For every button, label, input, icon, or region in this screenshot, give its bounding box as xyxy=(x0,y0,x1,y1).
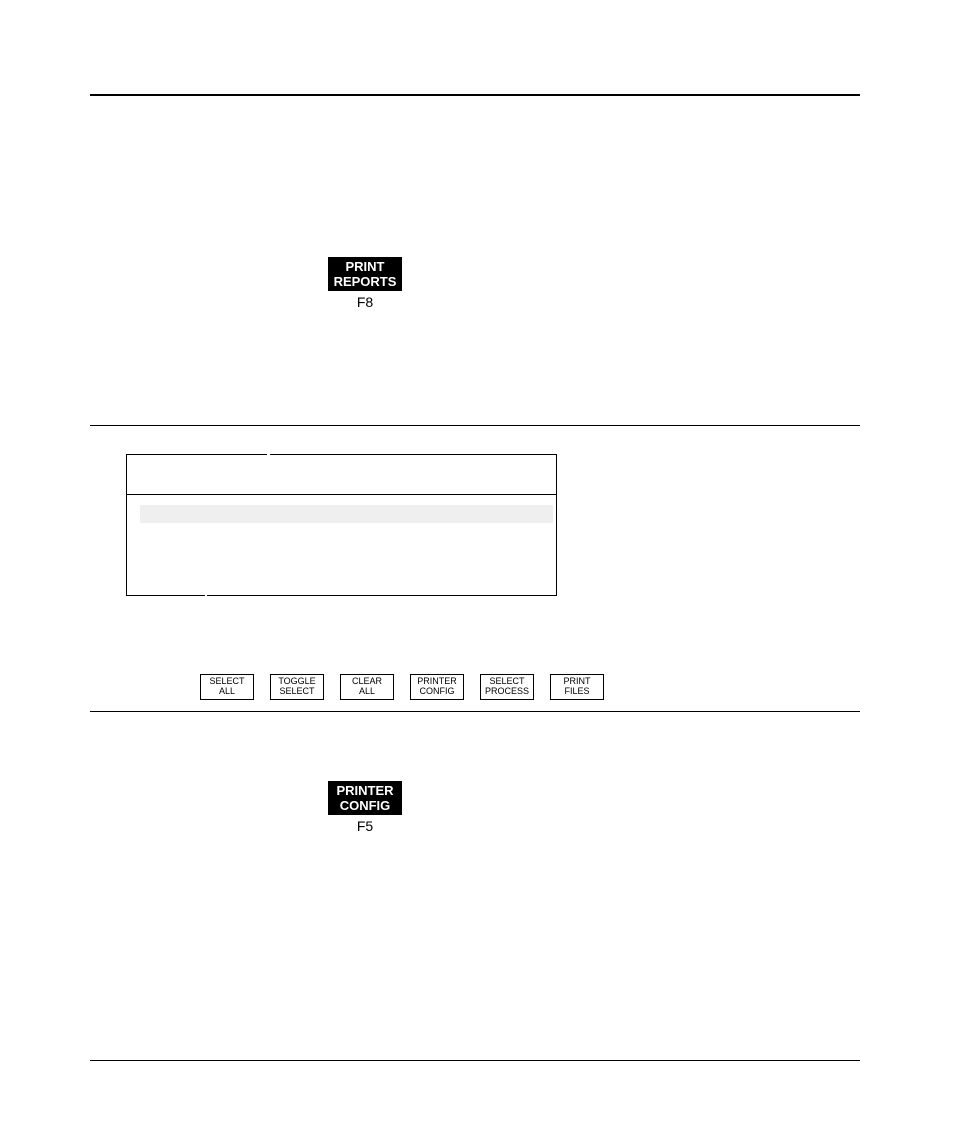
report-list-highlight[interactable] xyxy=(140,505,553,523)
fn-print-files[interactable]: PRINT FILES xyxy=(550,674,604,700)
fn-clear-all[interactable]: CLEAR ALL xyxy=(340,674,394,700)
fn-print-files-l2: FILES xyxy=(564,686,589,696)
printer-config-button[interactable]: PRINTER CONFIG xyxy=(328,781,402,815)
printer-config-line1: PRINTER xyxy=(336,783,393,798)
fn-select-all-l1: SELECT xyxy=(209,676,244,686)
print-reports-line2: REPORTS xyxy=(334,274,397,289)
fn-printer-config-l2: CONFIG xyxy=(420,686,455,696)
report-list-box xyxy=(126,454,557,596)
fn-toggle-select-l1: TOGGLE xyxy=(278,676,315,686)
fn-select-process-l1: SELECT xyxy=(489,676,524,686)
print-reports-fkey: F8 xyxy=(328,294,402,310)
printer-config-line2: CONFIG xyxy=(340,798,391,813)
fn-select-all[interactable]: SELECT ALL xyxy=(200,674,254,700)
fn-clear-all-l2: ALL xyxy=(359,686,375,696)
fn-printer-config-l1: PRINTER xyxy=(417,676,457,686)
fn-printer-config[interactable]: PRINTER CONFIG xyxy=(410,674,464,700)
print-reports-button[interactable]: PRINT REPORTS xyxy=(328,257,402,291)
fn-toggle-select-l2: SELECT xyxy=(279,686,314,696)
print-reports-line1: PRINT xyxy=(346,259,385,274)
hr-mid2 xyxy=(90,711,860,712)
fn-select-all-l2: ALL xyxy=(219,686,235,696)
fn-clear-all-l1: CLEAR xyxy=(352,676,382,686)
fn-select-process-l2: PROCESS xyxy=(485,686,529,696)
hr-mid1 xyxy=(90,425,860,426)
fn-toggle-select[interactable]: TOGGLE SELECT xyxy=(270,674,324,700)
hr-bottom xyxy=(90,1060,860,1061)
printer-config-fkey: F5 xyxy=(328,818,402,834)
page-root: PRINT REPORTS F8 SELECT ALL TOGGLE SELEC… xyxy=(0,0,954,1145)
fn-select-process[interactable]: SELECT PROCESS xyxy=(480,674,534,700)
fn-print-files-l1: PRINT xyxy=(564,676,591,686)
hr-top xyxy=(90,94,860,96)
